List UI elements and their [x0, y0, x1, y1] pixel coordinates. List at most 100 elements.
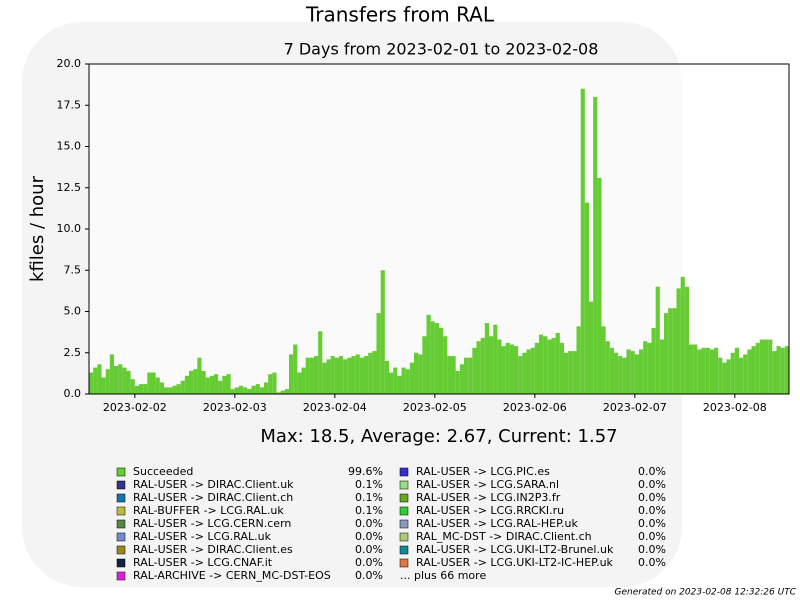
bar — [89, 372, 94, 394]
chart-title: Transfers from RAL — [305, 3, 495, 27]
bar — [497, 339, 502, 394]
bar — [372, 351, 377, 394]
bar — [389, 372, 394, 394]
bar — [664, 313, 669, 394]
y-tick-label: 12.5 — [57, 181, 82, 194]
bar — [705, 347, 710, 394]
bar — [518, 356, 523, 394]
bar — [639, 349, 644, 394]
legend-share: 0.0% — [638, 491, 666, 504]
bar — [426, 314, 431, 394]
bar — [118, 364, 123, 394]
legend-share: 0.0% — [355, 517, 383, 530]
bar — [689, 344, 694, 394]
bar — [422, 336, 427, 394]
bar — [272, 372, 277, 394]
bar — [430, 321, 435, 394]
bar — [764, 339, 769, 394]
bar — [184, 375, 189, 394]
bar — [222, 375, 227, 394]
bar — [609, 347, 614, 394]
bar — [480, 337, 485, 394]
bar — [459, 364, 464, 394]
bar — [580, 88, 585, 394]
chart-subtitle: 7 Days from 2023-02-01 to 2023-02-08 — [284, 40, 599, 59]
legend-swatch — [399, 519, 409, 529]
bar — [322, 362, 327, 394]
bar — [147, 372, 152, 394]
bar — [159, 382, 164, 394]
y-axis-label: kfiles / hour — [27, 175, 48, 282]
summary: Max: 18.5, Average: 2.67, Current: 1.57 — [260, 426, 617, 447]
bar — [301, 367, 306, 394]
bar — [155, 377, 160, 394]
bar — [526, 349, 531, 394]
bar — [501, 346, 506, 394]
bar — [234, 387, 239, 394]
bar — [730, 352, 735, 394]
bar — [255, 384, 260, 394]
legend-label: RAL-USER -> LCG.UKI-LT2-IC-HEP.uk — [416, 556, 614, 569]
bar — [93, 367, 98, 394]
bar — [755, 342, 760, 394]
bar — [680, 276, 685, 394]
bar — [668, 308, 673, 394]
legend-label: RAL-USER -> LCG.IN2P3.fr — [416, 491, 561, 504]
bar — [280, 390, 285, 394]
bar — [355, 354, 360, 394]
bar — [139, 384, 144, 394]
bar — [376, 313, 381, 394]
bar — [451, 356, 456, 394]
bar — [359, 357, 364, 394]
bar — [489, 336, 494, 394]
legend-share: 0.0% — [355, 543, 383, 556]
legend-swatch — [116, 493, 126, 503]
bar — [126, 370, 131, 394]
bar — [634, 354, 639, 394]
legend-swatch — [116, 519, 126, 529]
legend-swatch — [116, 506, 126, 516]
bar — [476, 341, 481, 394]
bar — [405, 369, 410, 394]
bar — [439, 328, 444, 394]
bar — [784, 346, 789, 394]
bar — [164, 387, 169, 394]
bar — [659, 339, 664, 394]
legend-share: 99.6% — [348, 465, 383, 478]
legend-share: 0.1% — [355, 491, 383, 504]
legend-label: RAL-USER -> LCG.CERN.cern — [133, 517, 291, 530]
bar — [505, 342, 510, 394]
x-tick-label: 2023-02-06 — [503, 401, 567, 414]
legend-share: 0.0% — [355, 530, 383, 543]
bar — [514, 346, 519, 394]
bar — [543, 336, 548, 394]
bar — [551, 337, 556, 394]
bar — [443, 336, 448, 394]
bar — [584, 202, 589, 394]
bar — [747, 349, 752, 394]
bar — [393, 367, 398, 394]
legend-label: RAL-USER -> LCG.PIC.es — [416, 465, 550, 478]
bar — [622, 357, 627, 394]
bar — [409, 362, 414, 394]
bar — [780, 347, 785, 394]
bar — [293, 344, 298, 394]
bar — [122, 367, 127, 394]
bar — [418, 354, 423, 394]
bar — [384, 361, 389, 394]
bar — [772, 351, 777, 394]
legend-swatch — [116, 532, 126, 542]
bar — [339, 356, 344, 394]
bar — [693, 344, 698, 394]
bar — [468, 357, 473, 394]
bar — [655, 286, 660, 394]
legend-label: RAL-USER -> DIRAC.Client.ch — [133, 491, 293, 504]
bar — [672, 308, 677, 394]
bar — [143, 384, 148, 394]
legend-swatch — [399, 467, 409, 477]
bar — [134, 385, 139, 394]
bar — [97, 364, 102, 394]
legend-share: 0.0% — [638, 543, 666, 556]
legend-swatch — [399, 506, 409, 516]
